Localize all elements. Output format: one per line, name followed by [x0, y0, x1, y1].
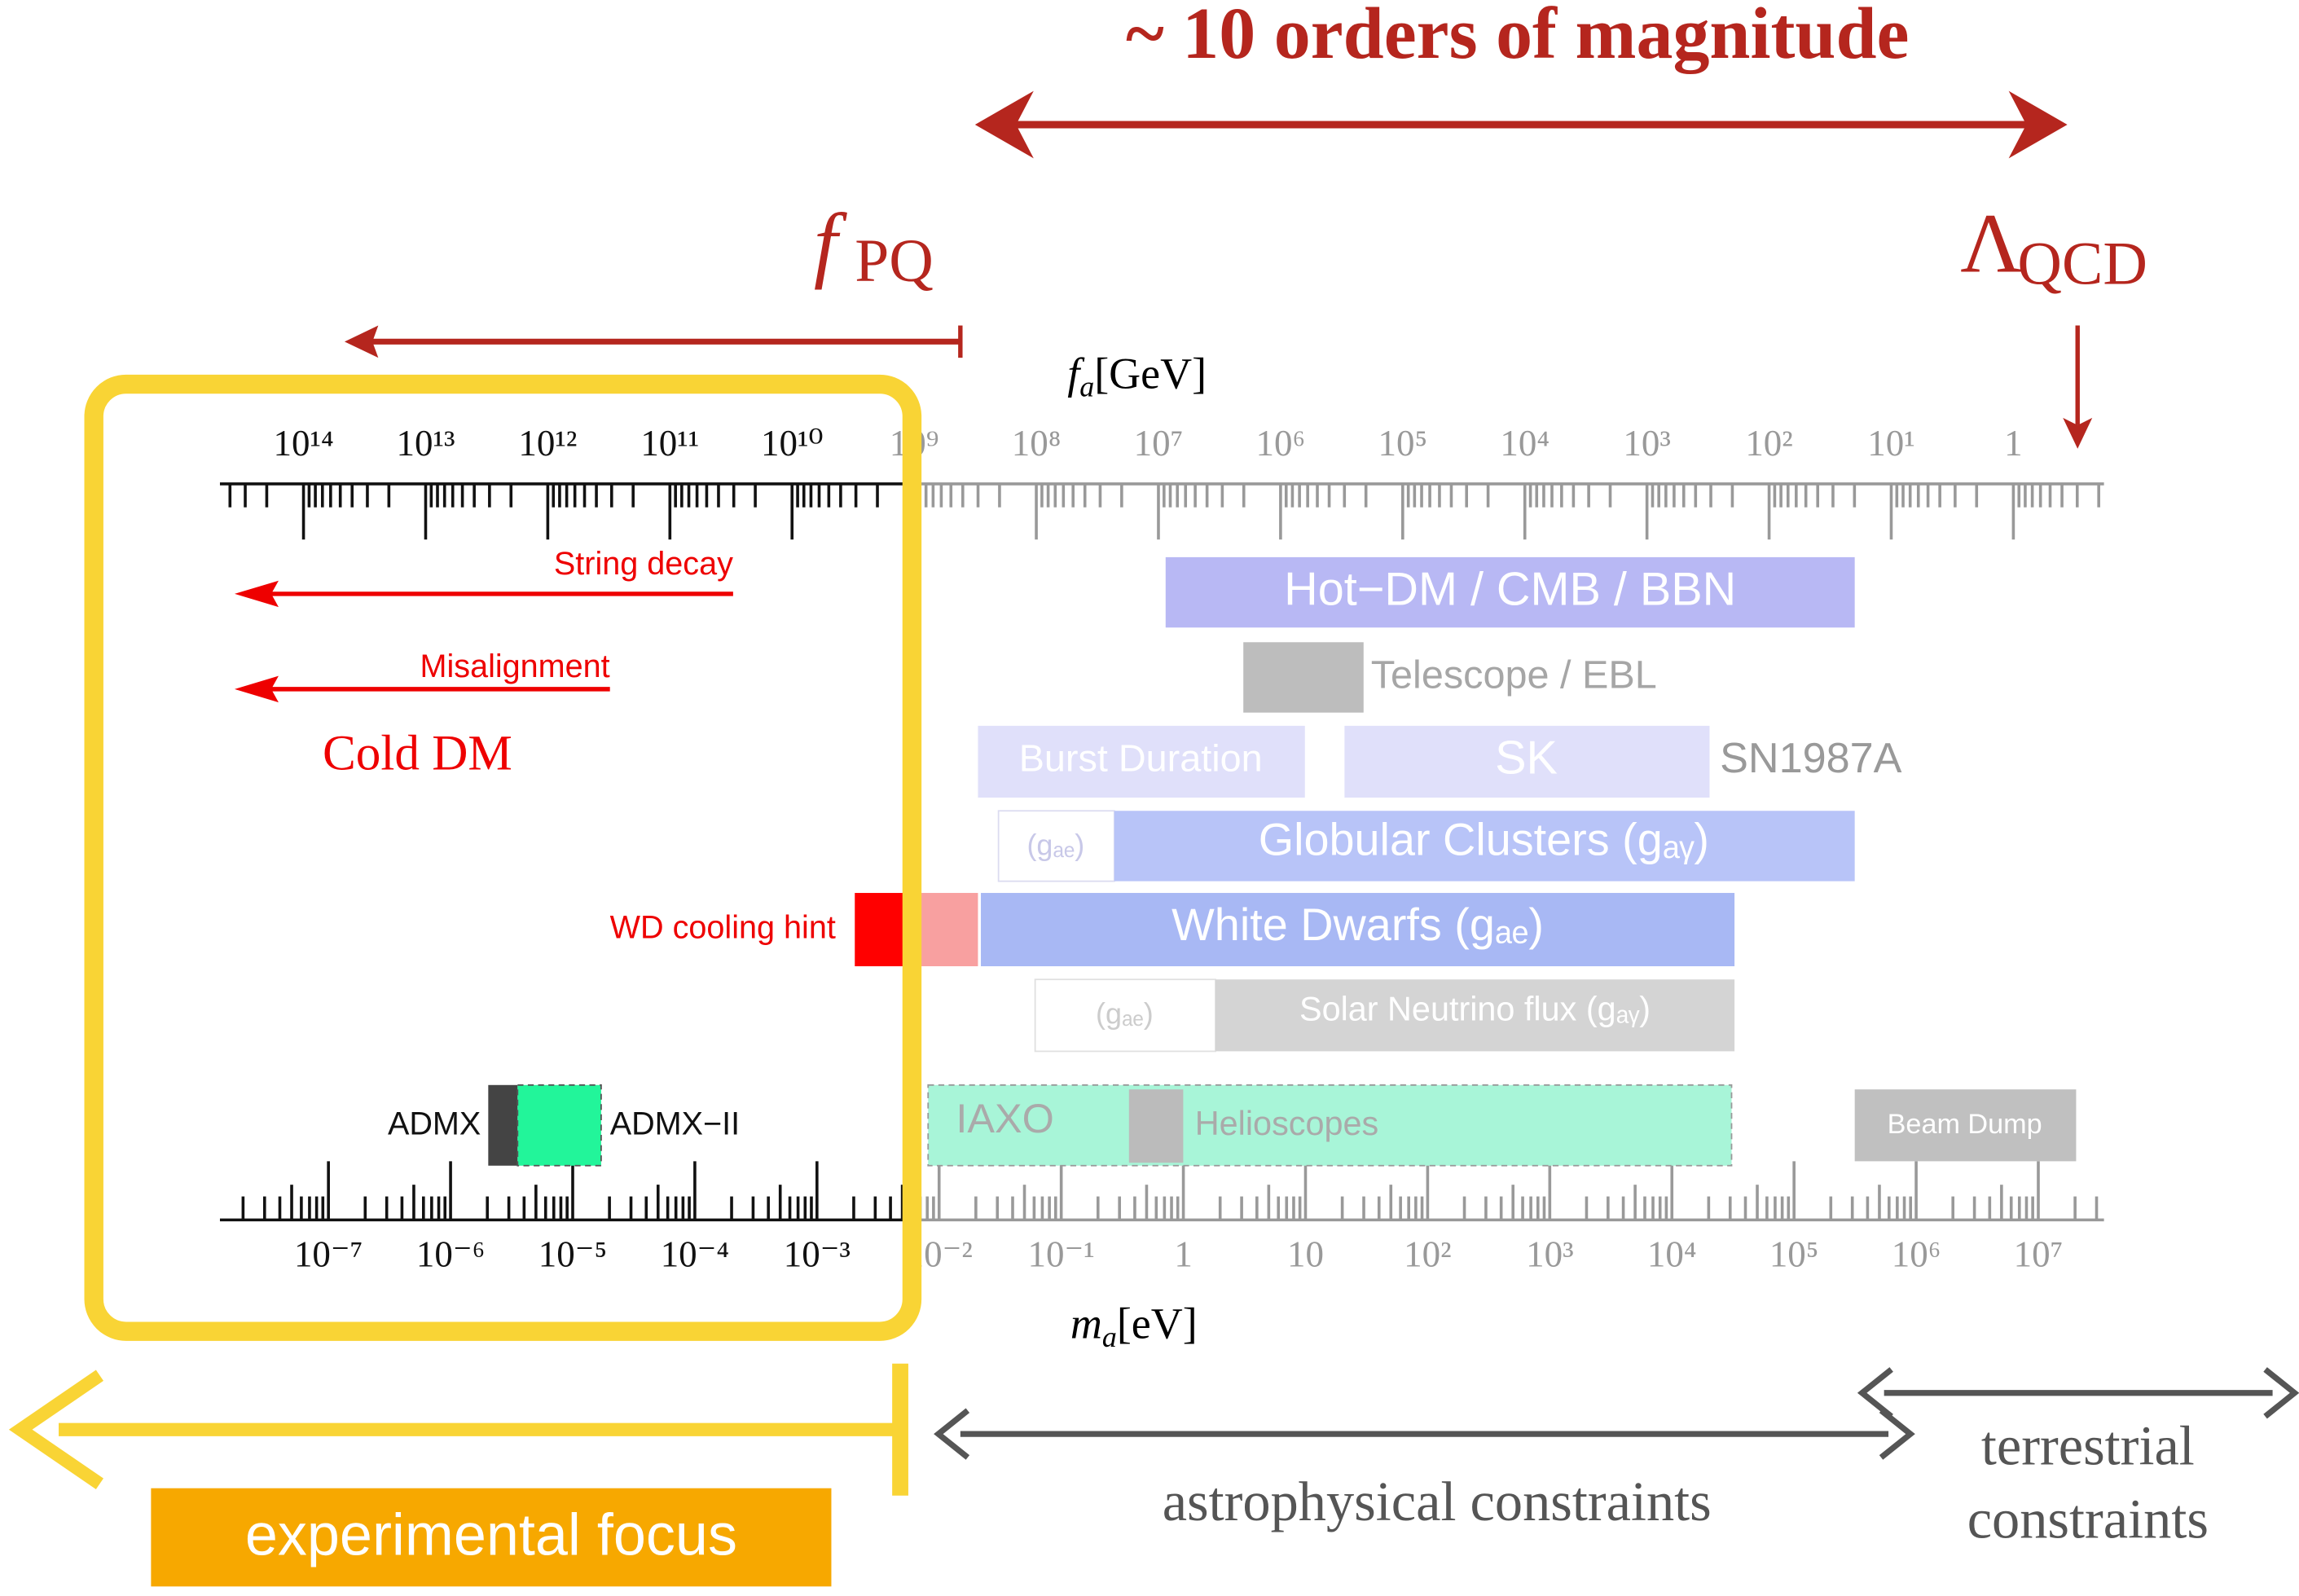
band-label: Globular Clusters (gₐᵧ) [1259, 814, 1709, 865]
title: ~ 10 orders of magnitude [1126, 0, 1909, 74]
top-tick-label: 10¹ [1867, 423, 1914, 464]
axis-sub: a [1102, 1321, 1117, 1353]
bottom-tick-label: 10³ [1526, 1233, 1573, 1274]
exp-label: ADMX [388, 1106, 481, 1142]
band [981, 893, 1735, 967]
top-tick-label: 1 [2004, 423, 2023, 464]
misalignment: Misalignment [420, 649, 610, 684]
bottom-axis-label: ma[eV] [1070, 1299, 1198, 1353]
top-tick-label: 10¹⁴ [273, 423, 333, 464]
bottom-tick-label: 10² [1404, 1233, 1451, 1274]
top-tick-label: 10¹³ [396, 423, 455, 464]
exp-label: ADMX−II [610, 1106, 740, 1142]
band [1034, 978, 1216, 1053]
band [517, 1084, 602, 1167]
band [978, 725, 1305, 798]
band [916, 893, 978, 967]
bottom-tick-label: 10⁻⁵ [538, 1233, 607, 1274]
terrestrial-label: terrestrial [1981, 1414, 2195, 1476]
arrow-head [1857, 1367, 1893, 1419]
bottom-tick-label: 10⁻⁶ [416, 1233, 485, 1274]
bottom-tick-label: 10⁻⁷ [294, 1233, 363, 1274]
bottom-tick-label: 10⁵ [1769, 1233, 1819, 1274]
band [488, 1084, 518, 1166]
band [997, 810, 1115, 882]
terrestrial-label: constraints [1967, 1488, 2209, 1550]
exp-label: Helioscopes [1195, 1105, 1378, 1142]
band [927, 1084, 1733, 1167]
top-tick-label: 10¹¹ [640, 423, 699, 464]
band-label: SN1987A [1720, 735, 1902, 782]
axis-unit: [GeV] [1094, 350, 1207, 398]
arrow-head [2063, 417, 2093, 449]
bottom-tick-label: 10⁻¹ [1028, 1233, 1095, 1274]
arrow-head [974, 90, 1034, 159]
bottom-tick-label: 10 [1287, 1233, 1324, 1274]
top-tick-label: 10⁶ [1256, 423, 1306, 464]
band-label: Telescope / EBL [1371, 653, 1657, 697]
arrow-head [234, 580, 279, 608]
bottom-tick-label: 10⁷ [2014, 1233, 2064, 1274]
axis-var: m [1070, 1299, 1102, 1348]
exp-label: IAXO [956, 1095, 1053, 1141]
band-label: Hot−DM / CMB / BBN [1284, 563, 1736, 615]
bottom-tick-label: 10⁶ [1892, 1233, 1941, 1274]
arrow-head [1879, 1408, 1915, 1460]
top-tick-label: 10³ [1623, 423, 1670, 464]
f-pq-sub: PQ [855, 227, 934, 295]
cold-dm: Cold DM [323, 726, 512, 781]
top-axis-label: fa[GeV] [1067, 350, 1207, 403]
top-tick-label: 10⁵ [1378, 423, 1427, 464]
arrow-head [8, 1370, 103, 1490]
band-label: White Dwarfs (gₐₑ) [1171, 899, 1544, 950]
band-label: Burst Duration [1019, 736, 1263, 779]
arrow-head [2008, 90, 2068, 159]
bottom-tick-label: 10⁴ [1647, 1233, 1697, 1274]
lambda-main: Λ [1960, 196, 2022, 291]
focus-label-box [151, 1488, 832, 1587]
focus-box [84, 374, 922, 1341]
axis-sub: a [1079, 371, 1094, 403]
axis-unit: [eV] [1117, 1299, 1198, 1348]
band-label: (gₐₑ) [1026, 829, 1084, 862]
top-tick-label: 10¹⁰ [761, 423, 824, 464]
bottom-tick-label: 10⁻³ [784, 1233, 851, 1274]
lambda-sub: QCD [2017, 230, 2147, 297]
band [1114, 811, 1855, 882]
arrow-head [234, 675, 279, 703]
top-tick-label: 10² [1745, 423, 1792, 464]
bottom-tick-label: 10⁻⁴ [661, 1233, 729, 1274]
focus-label: experimental focus [245, 1503, 737, 1568]
top-tick-label: 10¹² [518, 423, 577, 464]
band-label: SK [1495, 732, 1558, 784]
top-tick-label: 10⁸ [1012, 423, 1062, 464]
band-label: Solar Neutrino flux (gₐᵧ) [1299, 991, 1651, 1028]
f-pq-main: f [814, 196, 848, 291]
exp-label: Beam Dump [1888, 1109, 2042, 1140]
top-tick-label: 10⁷ [1134, 423, 1184, 464]
arrow-head [934, 1408, 970, 1460]
astro-label: astrophysical constraints [1163, 1471, 1712, 1532]
axes: 10¹⁴ 10¹³ 10¹² 10¹¹ 10¹⁰ 10⁹ 10⁸ 10⁷ 10⁶ 10⁵ 10⁴ 10… [219, 423, 2104, 1274]
arrow-head [344, 325, 379, 358]
arrow-head [2263, 1367, 2299, 1419]
band [1854, 1089, 2077, 1162]
band-label: (gₐₑ) [1096, 997, 1154, 1031]
band [1215, 979, 1735, 1052]
band [1344, 725, 1710, 798]
string-decay: String decay [554, 546, 733, 582]
bottom-tick-label: 1 [1174, 1233, 1192, 1274]
band [1128, 1089, 1184, 1163]
wd-hint: WD cooling hint [610, 909, 836, 945]
band [1165, 556, 1855, 628]
band [1243, 642, 1364, 713]
top-tick-label: 10⁴ [1500, 423, 1550, 464]
